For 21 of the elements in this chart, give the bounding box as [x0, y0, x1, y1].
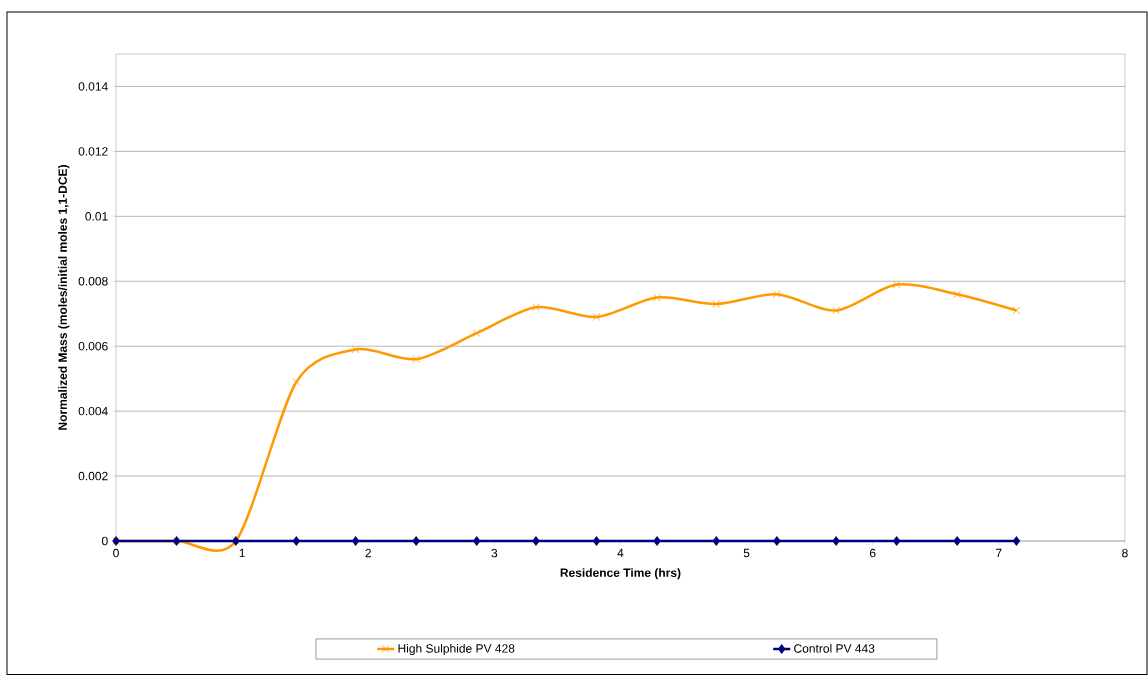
- y-tick-label: 0.002: [78, 471, 108, 481]
- x-tick-label: 8: [1122, 548, 1128, 558]
- y-axis-title: Normalized Mass (moles/initial moles 1,1-DCE): [58, 165, 70, 430]
- x-tick-label: 6: [869, 548, 876, 558]
- x-tick-label: 0: [113, 548, 119, 558]
- x-tick-label: 1: [239, 548, 245, 558]
- x-tick-label: 7: [996, 548, 1002, 558]
- x-tick-label: 3: [491, 548, 498, 558]
- x-axis-title: Residence Time (hrs): [560, 568, 681, 580]
- y-tick-label: 0.012: [78, 147, 108, 156]
- x-tick-label: 5: [743, 548, 750, 558]
- legend-label: Control PV 443: [794, 643, 875, 653]
- x-tick-label: 2: [365, 548, 371, 558]
- y-tick-label: 0.008: [78, 277, 108, 286]
- y-tick-label: 0.01: [85, 212, 108, 221]
- x-tick-label: 4: [617, 548, 624, 558]
- y-tick-label: 0: [102, 536, 108, 546]
- y-tick-label: 0.004: [78, 406, 108, 416]
- y-tick-label: 0.014: [78, 82, 108, 91]
- legend-label: High Sulphide PV 428: [398, 643, 515, 656]
- y-tick-label: 0.006: [78, 341, 108, 351]
